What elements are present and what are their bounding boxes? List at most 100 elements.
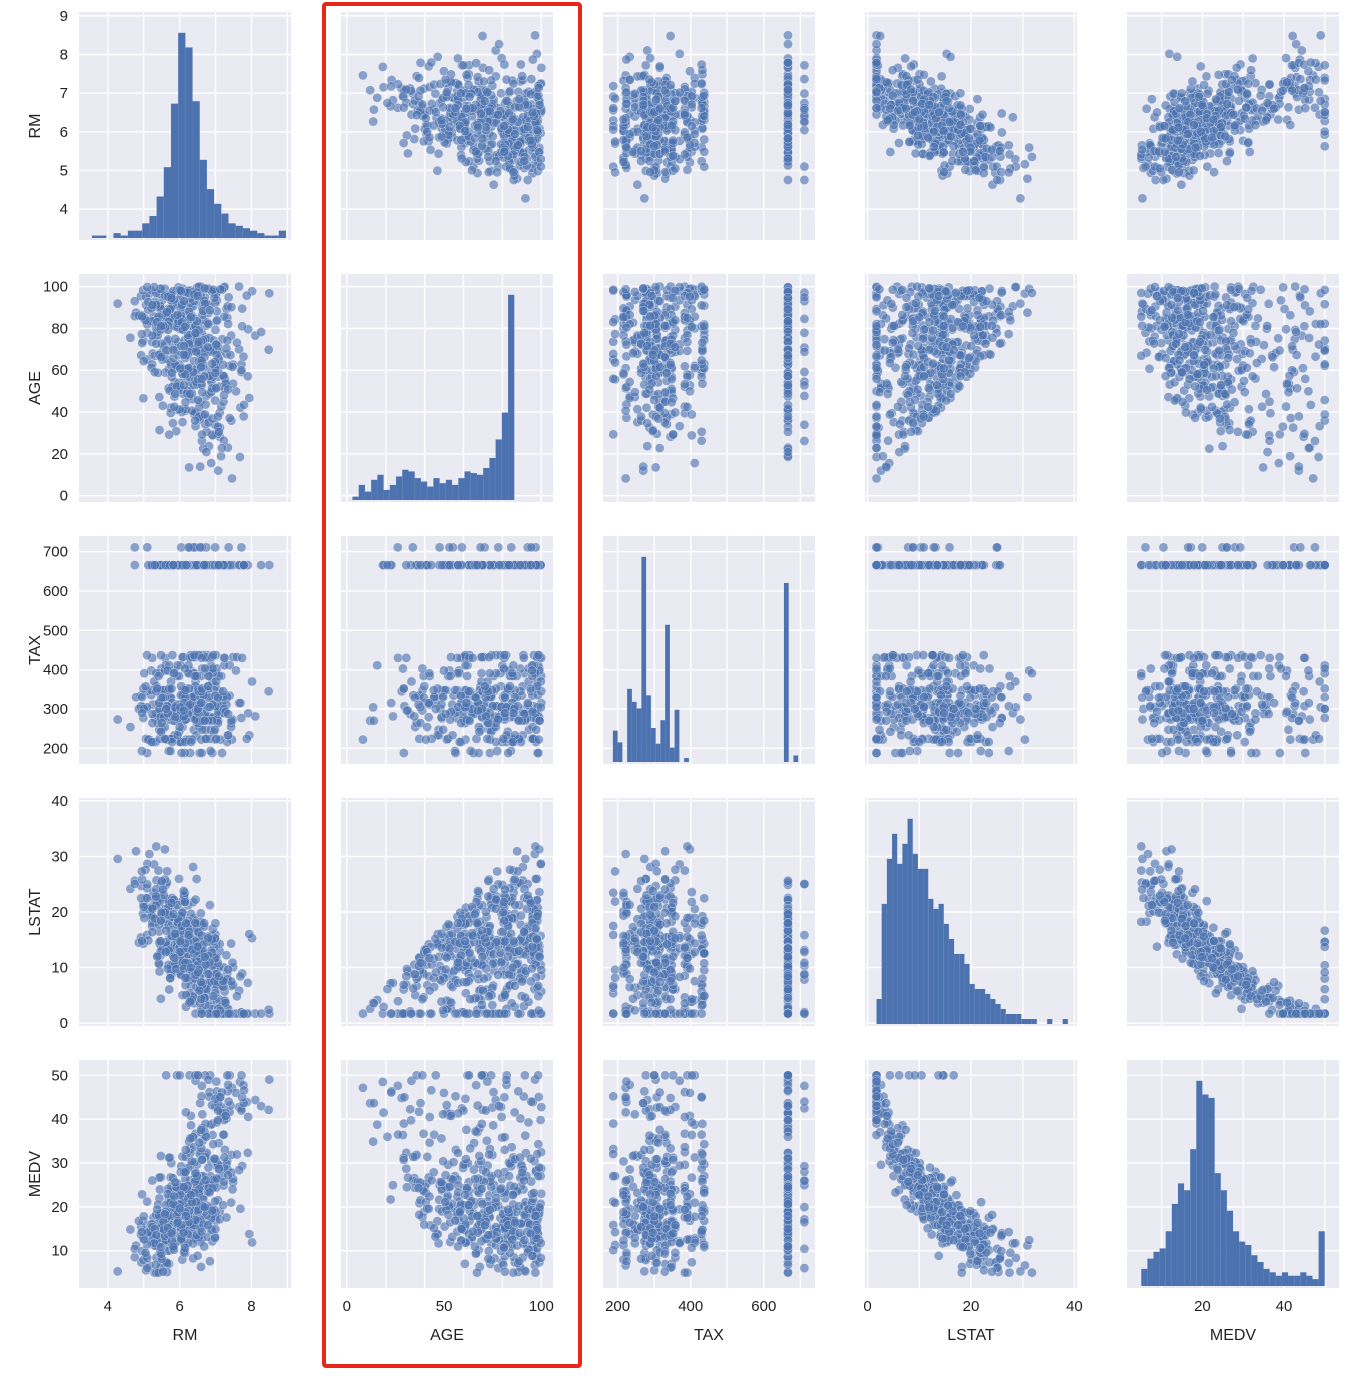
histogram-bar	[439, 483, 446, 500]
scatter-point	[156, 321, 166, 332]
histogram-bar	[489, 457, 496, 500]
scatter-point	[699, 90, 710, 101]
scatter-point	[1137, 144, 1147, 155]
scatter-point	[505, 86, 515, 97]
histogram-bar	[242, 228, 251, 238]
scatter-point	[174, 722, 185, 732]
scatter-point	[369, 104, 379, 115]
scatter-point	[618, 157, 629, 167]
scatter-point	[901, 302, 912, 313]
scatter-point	[467, 165, 477, 176]
scatter-point	[196, 748, 207, 758]
scatter-point	[919, 371, 929, 381]
scatter-point	[142, 542, 153, 553]
scatter-point	[1319, 75, 1330, 86]
scatter-point	[372, 660, 383, 671]
scatter-point	[263, 686, 274, 697]
scatter-point	[871, 443, 882, 453]
scatter-point	[645, 53, 656, 63]
scatter-point	[871, 430, 882, 441]
scatter-point	[142, 282, 153, 292]
scatter-point	[654, 61, 665, 72]
scatter-point	[901, 71, 912, 81]
scatter-point	[210, 724, 220, 735]
scatter-point	[1003, 140, 1014, 151]
scatter-point	[900, 362, 911, 372]
scatter-point	[955, 100, 966, 111]
scatter-point	[939, 167, 949, 177]
scatter-point	[146, 737, 157, 747]
scatter-point	[680, 361, 690, 372]
scatter-point	[401, 653, 412, 663]
scatter-point	[1264, 435, 1275, 446]
scatter-point	[621, 54, 632, 65]
scatter-point	[358, 70, 368, 81]
scatter-point	[608, 284, 619, 295]
scatter-point	[216, 443, 227, 453]
panel-tax-age	[341, 536, 553, 764]
scatter-point	[608, 349, 619, 359]
scatter-point	[799, 314, 810, 324]
scatter-point	[958, 146, 968, 157]
scatter-point	[138, 356, 149, 366]
scatter-point	[697, 378, 708, 389]
scatter-point	[1229, 302, 1240, 313]
scatter-point	[783, 292, 793, 303]
scatter-point	[887, 90, 898, 101]
scatter-point	[1226, 316, 1236, 327]
scatter-point	[406, 676, 417, 687]
scatter-point	[666, 397, 677, 408]
scatter-point	[1211, 94, 1221, 105]
scatter-point	[236, 542, 247, 553]
scatter-point	[213, 465, 224, 476]
histogram-bar	[408, 471, 415, 500]
scatter-point	[478, 76, 489, 87]
scatter-point	[1299, 83, 1310, 93]
scatter-point	[434, 542, 445, 553]
scatter-point	[203, 319, 214, 330]
scatter-point	[487, 131, 498, 142]
scatter-point	[699, 134, 710, 145]
scatter-point	[1315, 319, 1326, 330]
scatter-point	[527, 107, 538, 118]
scatter-point	[219, 653, 230, 663]
scatter-point	[972, 309, 983, 320]
scatter-point	[1243, 78, 1254, 89]
scatter-point	[1294, 411, 1304, 422]
scatter-point	[236, 713, 247, 723]
scatter-point	[871, 400, 882, 410]
scatter-point	[608, 81, 619, 92]
panel-rm-medv	[1127, 12, 1339, 240]
scatter-point	[996, 287, 1007, 298]
scatter-point	[871, 103, 882, 114]
scatter-point	[241, 290, 252, 301]
scatter-point	[184, 462, 194, 473]
scatter-point	[1308, 473, 1319, 484]
scatter-point	[398, 102, 409, 113]
scatter-point	[699, 161, 710, 172]
scatter-point	[168, 560, 179, 570]
histogram-bar	[228, 223, 236, 238]
scatter-point	[1144, 363, 1155, 374]
scatter-point	[871, 74, 882, 84]
scatter-point	[1207, 402, 1217, 412]
scatter-point	[699, 321, 710, 332]
scatter-point	[1022, 307, 1033, 318]
scatter-point	[1205, 330, 1216, 340]
scatter-point	[682, 312, 693, 323]
scatter-point	[1242, 362, 1252, 373]
scatter-point	[1188, 165, 1199, 176]
scatter-point	[682, 132, 693, 143]
scatter-point	[1160, 353, 1171, 363]
scatter-point	[518, 653, 529, 663]
scatter-point	[1281, 53, 1291, 63]
histogram-bar	[235, 225, 243, 238]
scatter-point	[186, 312, 196, 323]
scatter-point	[407, 542, 418, 553]
scatter-point	[1263, 298, 1274, 309]
scatter-point	[608, 317, 619, 327]
scatter-point	[680, 149, 690, 160]
scatter-point	[629, 387, 640, 398]
scatter-point	[941, 342, 952, 353]
scatter-point	[621, 142, 632, 153]
